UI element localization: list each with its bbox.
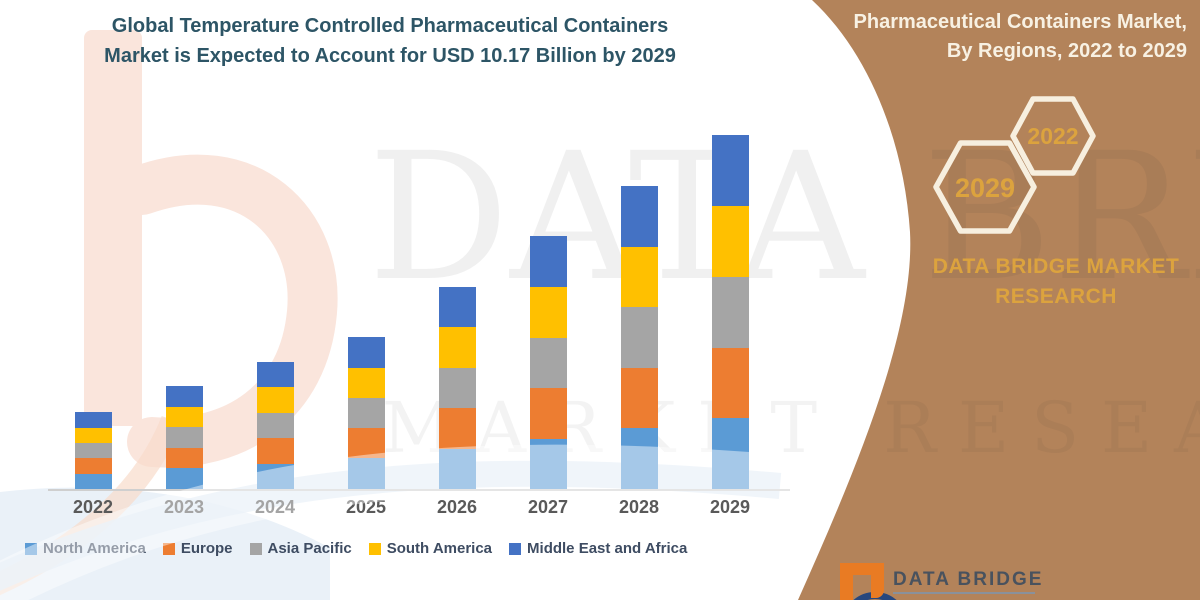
bar-segment: [256, 361, 294, 388]
bar-segment: [165, 468, 203, 489]
legend-label: Middle East and Africa: [527, 540, 688, 557]
bar-segment: [529, 388, 567, 439]
bar-segment: [74, 412, 112, 428]
legend-swatch-icon: [25, 542, 37, 555]
bar-segment: [74, 427, 112, 444]
legend-item: Asia Pacific: [249, 540, 352, 557]
legend-label: North America: [43, 540, 146, 557]
bar-2024: [256, 361, 294, 489]
bar-2026: [438, 287, 476, 489]
bar-segment: [438, 327, 476, 368]
brand-text-line2: RESEARCH: [995, 285, 1117, 308]
legend-swatch-icon: [249, 542, 262, 555]
watermark-logo-stem: [84, 30, 142, 426]
x-axis-line: [48, 489, 790, 491]
legend-item: North America: [25, 540, 146, 557]
chart-headline-line1: Global Temperature Controlled Pharmaceut…: [111, 15, 669, 37]
footer-logo-b-descender: [871, 572, 884, 598]
bar-segment: [620, 246, 658, 308]
legend-item: Europe: [162, 540, 233, 557]
x-tick-label: 2022: [72, 497, 114, 517]
bar-segment: [438, 408, 476, 449]
bar-segment: [256, 412, 294, 439]
legend-label: Asia Pacific: [267, 540, 352, 557]
brand-text: DATA BRIDGE MARKET RESEARCH: [928, 252, 1184, 312]
bar-segment: [347, 336, 385, 368]
side-panel-background: [798, 0, 1200, 600]
bar-segment: [529, 438, 567, 489]
side-panel-heading-line1: Pharmaceutical Containers Market,: [853, 11, 1187, 33]
bar-segment: [165, 385, 203, 407]
hexagon-badges: 2022 2029: [933, 96, 1096, 234]
hexagon-2022: [1010, 96, 1096, 176]
chart-legend: North America Europe Asia Pacific South Ame…: [25, 540, 687, 557]
bar-segment: [711, 347, 749, 419]
chart-headline: Global Temperature Controlled Pharmaceut…: [40, 11, 740, 71]
bar-segment: [438, 448, 476, 489]
legend-swatch-icon: [368, 542, 381, 555]
x-tick-label: 2026: [436, 497, 478, 517]
bar-segment: [438, 367, 476, 409]
bar-segment: [711, 206, 749, 277]
side-panel-heading: Pharmaceutical Containers Market, By Reg…: [854, 8, 1187, 66]
bar-segment: [438, 287, 476, 328]
bar-2027: [529, 236, 567, 489]
bar-2025: [347, 336, 385, 489]
bar-segment: [711, 277, 749, 348]
bar-segment: [165, 427, 203, 448]
x-tick-label: 2028: [618, 497, 660, 517]
bar-segment: [620, 307, 658, 368]
chart-headline-line2: Market is Expected to Account for USD 10…: [104, 45, 676, 67]
x-tick-label: 2027: [527, 497, 569, 517]
bar-segment: [256, 463, 294, 489]
bar-segment: [165, 447, 203, 469]
bar-segment: [347, 397, 385, 429]
hexagon-2029-label: 2029: [955, 173, 1015, 203]
x-tick-label: 2029: [709, 497, 751, 517]
legend-swatch-icon: [509, 542, 522, 555]
legend-label: South America: [386, 540, 493, 557]
bar-segment: [529, 236, 567, 288]
hexagon-2022-label: 2022: [1027, 123, 1078, 149]
bar-segment: [347, 367, 385, 398]
bar-segment: [529, 337, 567, 389]
footer-logo-underline: [893, 592, 1035, 594]
watermark-logo-bowl: [117, 154, 338, 468]
bar-segment: [256, 438, 294, 464]
x-tick-label: 2024: [254, 497, 296, 517]
bar-segment: [620, 367, 658, 429]
bar-segment: [256, 387, 294, 413]
brand-text-line1: DATA BRIDGE MARKET: [932, 255, 1180, 278]
bar-segment: [529, 287, 567, 338]
bar-2029: [711, 135, 749, 489]
bar-segment: [620, 185, 658, 247]
hexagon-2029: [933, 140, 1037, 234]
x-tick-label: 2023: [163, 497, 205, 517]
legend-label: Europe: [180, 540, 233, 557]
legend-item: Middle East and Africa: [509, 540, 687, 557]
bar-segment: [711, 418, 749, 489]
side-panel-heading-line2: By Regions, 2022 to 2029: [946, 40, 1187, 62]
bar-segment: [620, 428, 658, 489]
bar-segment: [165, 406, 203, 428]
corner-peach-arc: [0, 415, 183, 596]
legend-item: South America: [368, 540, 493, 557]
bar-segment: [74, 473, 112, 489]
bar-2028: [620, 185, 658, 489]
bar-segment: [711, 135, 749, 206]
bar-segment: [347, 458, 385, 489]
bar-2022: [74, 412, 112, 489]
bar-segment: [74, 443, 112, 459]
bar-segment: [347, 428, 385, 459]
legend-swatch-icon: [162, 542, 175, 555]
bar-2023: [165, 385, 203, 489]
bar-segment: [74, 458, 112, 474]
footer-logo-text: DATA BRIDGE: [893, 569, 1044, 590]
x-tick-label: 2025: [345, 497, 387, 517]
